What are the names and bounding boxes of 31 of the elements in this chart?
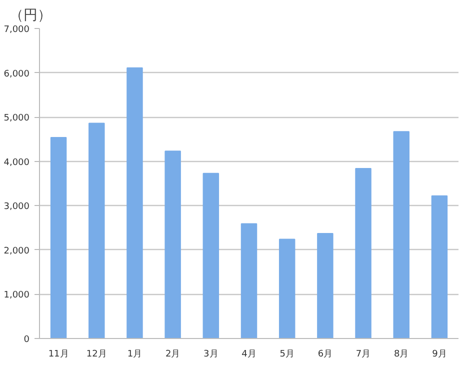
x-tick-label: 2月 (165, 350, 180, 360)
bar (393, 131, 410, 338)
y-tick-label: 2,000 (4, 246, 30, 256)
y-tick-label: 6,000 (4, 69, 30, 80)
bar (88, 122, 105, 338)
y-tick-label: 1,000 (4, 290, 30, 301)
y-tick-label: 5,000 (4, 114, 30, 124)
y-axis-title: （円） (10, 8, 52, 24)
y-tick-label: 3,000 (4, 202, 30, 212)
x-tick-label: 6月 (318, 350, 333, 360)
y-tick-label: 7,000 (4, 25, 30, 35)
x-tick-label: 11月 (48, 350, 69, 360)
bar (202, 172, 220, 338)
bar (240, 223, 258, 338)
x-tick-label: 3月 (204, 350, 218, 360)
x-tick-label: 7月 (356, 350, 371, 360)
bar (278, 238, 296, 338)
bar (317, 233, 334, 338)
bar (126, 67, 143, 338)
y-tick-label: 0 (24, 335, 30, 345)
bar (50, 136, 67, 338)
x-tick-label: 1月 (127, 350, 142, 360)
x-tick-label: 9月 (432, 350, 447, 360)
x-tick-label: 8月 (394, 350, 409, 360)
y-tick-label: 4,000 (4, 158, 30, 168)
bar (431, 195, 448, 338)
x-tick-label: 4月 (242, 350, 256, 360)
x-tick-label: 12月 (86, 350, 107, 360)
bar (355, 168, 372, 338)
x-tick-label: 5月 (280, 350, 294, 360)
bar (164, 150, 181, 338)
